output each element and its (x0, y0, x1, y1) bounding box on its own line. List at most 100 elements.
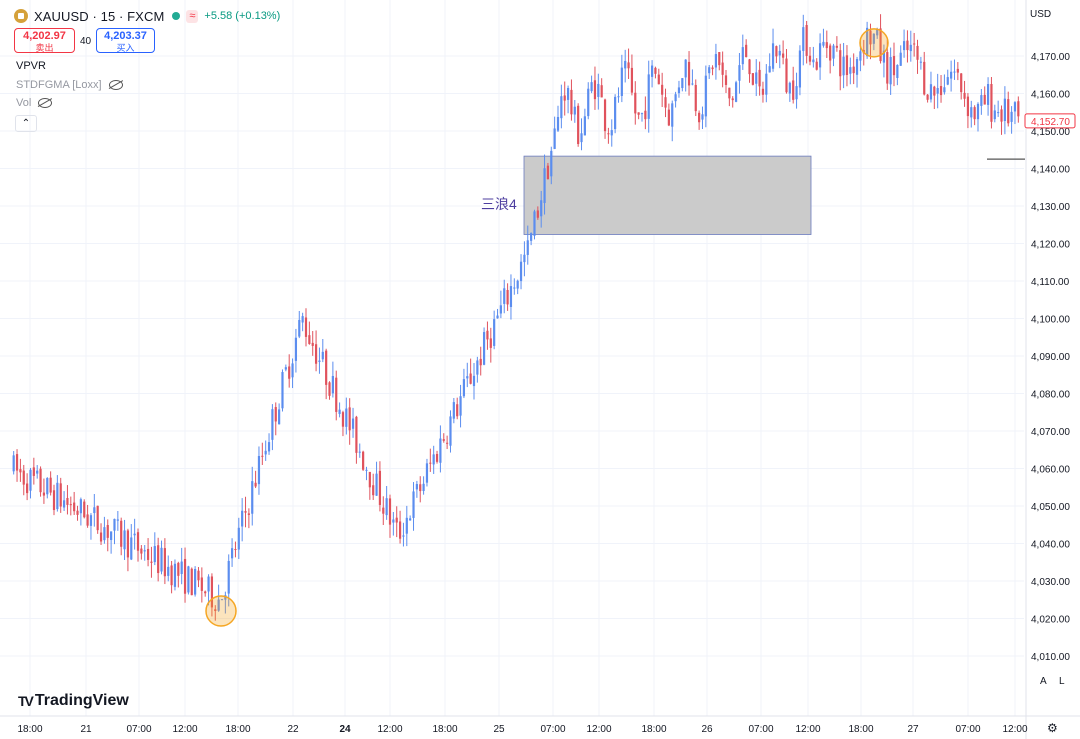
candle-body (294, 337, 298, 361)
candle-down (728, 87, 731, 107)
candle-body (926, 94, 929, 100)
candle-body (66, 498, 69, 505)
candle-body (237, 527, 240, 550)
sell-button[interactable]: 4,202.97 卖出 (14, 28, 75, 53)
candle-body (896, 64, 899, 78)
candle-body (291, 363, 294, 378)
candle-body (637, 112, 640, 115)
price-tick-label: 4,150.00 (1031, 127, 1070, 138)
candle-down (32, 457, 35, 485)
symbol-title[interactable]: XAUUSD · 15 · FXCM (34, 8, 165, 24)
eye-crossed-icon[interactable] (108, 80, 123, 91)
candle-up (331, 361, 334, 398)
candle-body (325, 350, 328, 385)
candle-up (671, 100, 674, 142)
eye-crossed-icon[interactable] (38, 98, 53, 109)
candle-body (499, 305, 502, 314)
candle-body (546, 165, 550, 180)
candle-body (976, 103, 980, 120)
candle-body (210, 576, 214, 608)
candle-up (422, 476, 425, 495)
candle-body (180, 561, 183, 575)
symbol-header[interactable]: XAUUSD · 15 · FXCM ≈ +5.58 (+0.13%) (14, 7, 280, 25)
candle-body (997, 112, 1000, 114)
candle-up (503, 279, 506, 314)
candle-body (449, 416, 452, 446)
candle-body (970, 107, 973, 118)
candle-body (335, 377, 338, 412)
candle-body (899, 52, 902, 66)
candle-body (866, 27, 869, 57)
candle-body (365, 469, 368, 471)
candle-body (758, 69, 761, 87)
candle-up (415, 480, 418, 498)
candle-down (314, 330, 318, 372)
candle-body (805, 24, 808, 56)
collapse-legend-button[interactable]: ⌃ (15, 115, 37, 132)
time-tick-label: 07:00 (126, 724, 151, 735)
candle-body (472, 375, 476, 387)
auto-scale-button[interactable]: A (1040, 676, 1047, 687)
candle-down (69, 496, 72, 516)
candle-body (476, 360, 479, 375)
candle-down (627, 48, 630, 79)
candle-body (876, 29, 879, 36)
buy-button[interactable]: 4,203.37 买入 (96, 28, 155, 53)
candle-body (375, 473, 378, 496)
candle-body (12, 455, 15, 472)
candle-down (661, 72, 664, 107)
gold-coin-icon (14, 9, 28, 23)
candle-down (76, 505, 79, 521)
candle-up (849, 57, 852, 85)
candle-down (244, 496, 247, 528)
indicator-stdfgma[interactable]: STDFGMA [Loxx] (16, 79, 123, 91)
candle-body (378, 470, 382, 505)
candle-up (553, 116, 556, 150)
candle-body (869, 30, 872, 45)
time-tick-label: 26 (701, 724, 713, 735)
candle-down (913, 32, 916, 57)
candle-up (459, 384, 462, 428)
high-circle-marker[interactable] (859, 28, 889, 58)
candle-body (513, 287, 516, 289)
last-price-label: 4,152.70 (1031, 117, 1070, 128)
candle-body (855, 59, 859, 75)
candle-up (449, 410, 452, 453)
candle-up (929, 71, 933, 103)
candle-down (22, 464, 25, 496)
candle-down (839, 43, 842, 91)
candle-up (402, 522, 405, 547)
candle-body (304, 317, 308, 337)
time-tick-label: 12:00 (795, 724, 820, 735)
candle-body (493, 319, 496, 346)
candle-body (456, 404, 459, 417)
settings-gear-icon[interactable]: ⚙ (1047, 721, 1058, 735)
candle-body (714, 54, 718, 68)
candle-up (771, 28, 775, 72)
candle-down (19, 458, 22, 482)
candle-body (560, 96, 563, 119)
candle-down (892, 42, 896, 87)
candle-body (318, 360, 321, 362)
candle-down (916, 39, 919, 74)
indicator-vol[interactable]: Vol (16, 97, 53, 109)
candle-up (230, 538, 234, 567)
candle-up (220, 599, 224, 601)
candle-down (214, 605, 217, 621)
candle-body (577, 105, 580, 145)
low-circle-marker[interactable] (205, 595, 237, 627)
candle-up (298, 310, 301, 339)
candle-down (26, 473, 29, 501)
time-tick-label: 12:00 (172, 724, 197, 735)
wave4-range-box[interactable] (523, 155, 812, 235)
candle-body (818, 43, 822, 68)
candle-down (852, 53, 855, 85)
candle-body (731, 98, 734, 101)
candle-up (36, 465, 39, 479)
currency-selector[interactable]: USD (1030, 9, 1052, 20)
price-tick-label: 4,020.00 (1031, 615, 1070, 626)
log-scale-button[interactable]: L (1059, 676, 1065, 687)
candle-down (748, 58, 751, 83)
indicator-vpvr[interactable]: VPVR (16, 60, 46, 72)
